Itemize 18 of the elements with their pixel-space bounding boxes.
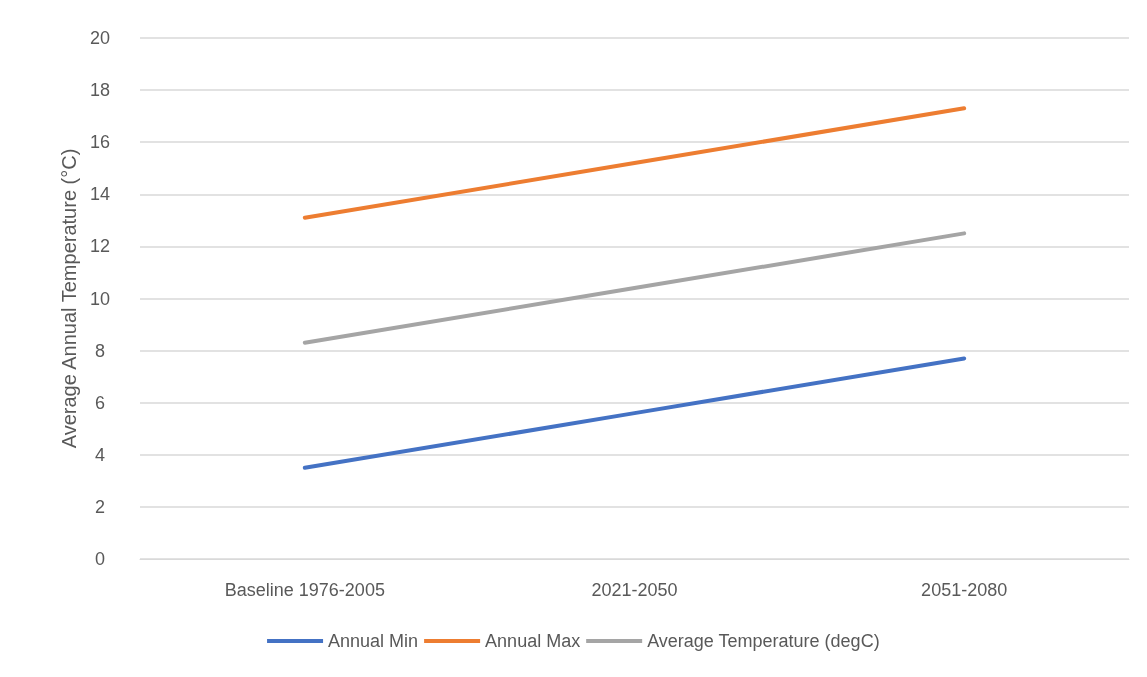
y-tick-label: 8 (94, 340, 106, 361)
y-tick-label: 2 (94, 496, 106, 517)
y-tick-label: 0 (94, 549, 106, 569)
y-tick-label: 18 (89, 80, 111, 101)
x-tick-label: 2051-2080 (921, 580, 1008, 600)
y-tick-label: 20 (89, 28, 111, 48)
y-axis-title: Average Annual Temperature (°C) (58, 148, 81, 449)
y-tick-label: 12 (89, 236, 111, 257)
y-tick-label: 16 (89, 132, 111, 153)
legend-label: Annual Max (485, 631, 581, 651)
y-tick-label: 10 (89, 288, 111, 309)
y-tick-label: 4 (94, 444, 106, 465)
x-tick-label: Baseline 1976-2005 (224, 580, 385, 600)
x-tick-label: 2021-2050 (591, 580, 678, 600)
legend-label: Annual Min (328, 631, 419, 651)
y-tick-label: 14 (89, 184, 111, 205)
legend-label: Average Temperature (degC) (647, 631, 880, 651)
y-tick-label: 6 (94, 392, 106, 413)
